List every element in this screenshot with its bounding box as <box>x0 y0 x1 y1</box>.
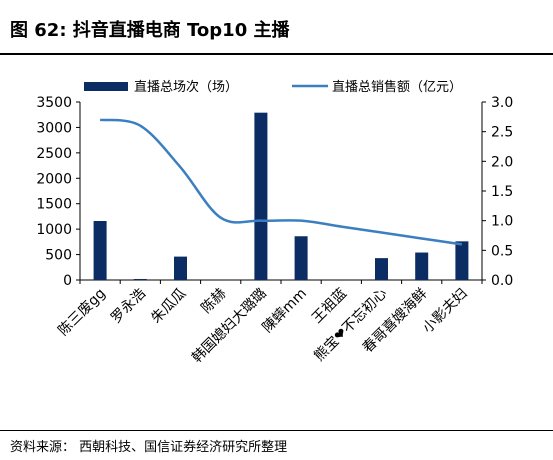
right-tick-label: 3.0 <box>491 95 513 111</box>
chart: 0 500 1000 1500 2000 2500 3000 3500 0.0 0.5 1.0 1.5… <box>36 79 513 366</box>
left-tick-label: 500 <box>45 248 72 264</box>
left-tick-label: 2500 <box>36 146 72 162</box>
category-label: 熊宝❤不忘初心 <box>311 285 391 365</box>
bar <box>133 278 147 280</box>
source-note: 资料来源： 西朝科技、国信证券经济研究所整理 <box>10 440 288 455</box>
bar <box>174 256 187 280</box>
left-tick-label: 0 <box>63 273 72 289</box>
right-tick-label: 1.0 <box>491 214 513 230</box>
category-label: 陈三废gg <box>55 285 109 339</box>
left-tick-label: 1500 <box>36 197 72 213</box>
bar <box>294 236 308 280</box>
title-divider <box>0 53 553 55</box>
left-tick-label: 1000 <box>36 222 72 238</box>
bar <box>415 252 429 280</box>
category-label: 陈赫 <box>198 285 230 317</box>
title-bar: 图 62: 抖音直播电商 Top10 主播 <box>0 0 553 52</box>
bar <box>93 221 107 280</box>
left-tick-label: 3000 <box>36 120 72 136</box>
legend-line-label: 直播总销售额（亿元） <box>332 79 462 95</box>
bar <box>455 241 469 280</box>
category-label: 小影夫妇 <box>419 285 471 337</box>
right-tick-label: 1.5 <box>491 184 513 200</box>
right-tick-label: 0.5 <box>491 243 513 259</box>
bar <box>375 258 388 280</box>
sales-line <box>99 118 463 246</box>
legend-bar-label: 直播总场次（场） <box>134 79 238 95</box>
legend-bar-swatch <box>84 82 128 91</box>
left-tick-label: 3500 <box>36 95 72 111</box>
category-label: 朱瓜瓜 <box>148 286 189 327</box>
category-label: 罗永浩 <box>108 286 149 327</box>
right-tick-label: 0.0 <box>491 273 513 289</box>
page-title: 图 62: 抖音直播电商 Top10 主播 <box>10 20 290 41</box>
right-tick-label: 2.0 <box>491 154 513 170</box>
left-tick-label: 2000 <box>36 171 72 187</box>
right-tick-label: 2.5 <box>491 125 513 141</box>
category-label: 陳蟀mm <box>260 286 310 336</box>
source-divider <box>0 430 553 431</box>
bar <box>254 112 268 281</box>
